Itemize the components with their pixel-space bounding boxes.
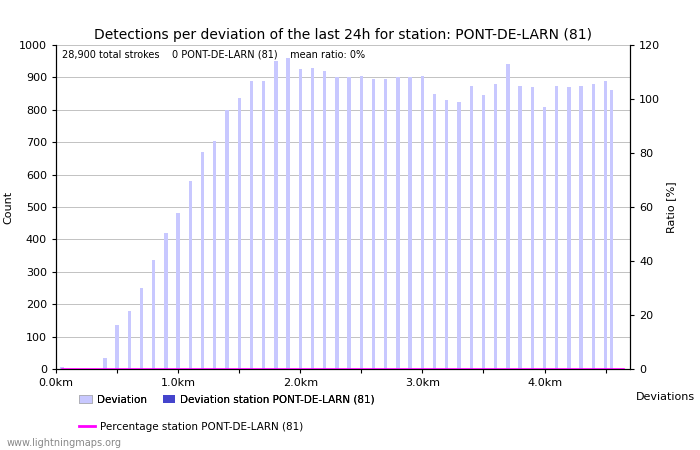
Bar (262, 81, 265, 369)
Bar (445, 100, 449, 369)
Bar (604, 81, 608, 369)
Title: Detections per deviation of the last 24h for station: PONT-DE-LARN (81): Detections per deviation of the last 24h… (94, 28, 592, 42)
Legend: Deviation, Deviation station PONT-DE-LARN (81): Deviation, Deviation station PONT-DE-LAR… (75, 391, 379, 409)
Bar (409, 77, 412, 369)
Bar (384, 79, 387, 369)
Bar (531, 87, 534, 369)
Bar (176, 213, 180, 369)
Bar (103, 358, 106, 369)
Bar (347, 77, 351, 369)
Bar (372, 79, 375, 369)
Bar (225, 110, 229, 369)
Y-axis label: Count: Count (4, 190, 13, 224)
Bar (421, 76, 424, 369)
Bar (482, 95, 485, 369)
Bar (299, 69, 302, 369)
Bar (542, 107, 546, 369)
Bar (189, 181, 192, 369)
Legend: Percentage station PONT-DE-LARN (81): Percentage station PONT-DE-LARN (81) (75, 418, 307, 436)
Bar (610, 90, 613, 369)
Text: Deviations: Deviations (636, 392, 695, 402)
Bar (592, 84, 595, 369)
Bar (396, 77, 400, 369)
Bar (152, 261, 155, 369)
Bar (311, 68, 314, 369)
Bar (201, 152, 204, 369)
Bar (470, 86, 473, 369)
Bar (140, 288, 143, 369)
Bar (116, 325, 119, 369)
Bar (335, 77, 339, 369)
Bar (519, 86, 522, 369)
Bar (457, 102, 461, 369)
Bar (567, 87, 570, 369)
Bar (274, 61, 277, 369)
Text: www.lightningmaps.org: www.lightningmaps.org (7, 438, 122, 448)
Bar (213, 140, 216, 369)
Bar (164, 233, 167, 369)
Bar (286, 58, 290, 369)
Bar (494, 84, 497, 369)
Bar (360, 76, 363, 369)
Bar (433, 94, 436, 369)
Bar (323, 71, 326, 369)
Bar (580, 86, 583, 369)
Y-axis label: Ratio [%]: Ratio [%] (666, 181, 675, 233)
Bar (506, 64, 510, 369)
Text: 28,900 total strokes    0 PONT-DE-LARN (81)    mean ratio: 0%: 28,900 total strokes 0 PONT-DE-LARN (81)… (62, 50, 365, 60)
Bar (250, 81, 253, 369)
Bar (127, 310, 131, 369)
Bar (237, 99, 241, 369)
Bar (60, 367, 64, 369)
Bar (555, 86, 559, 369)
